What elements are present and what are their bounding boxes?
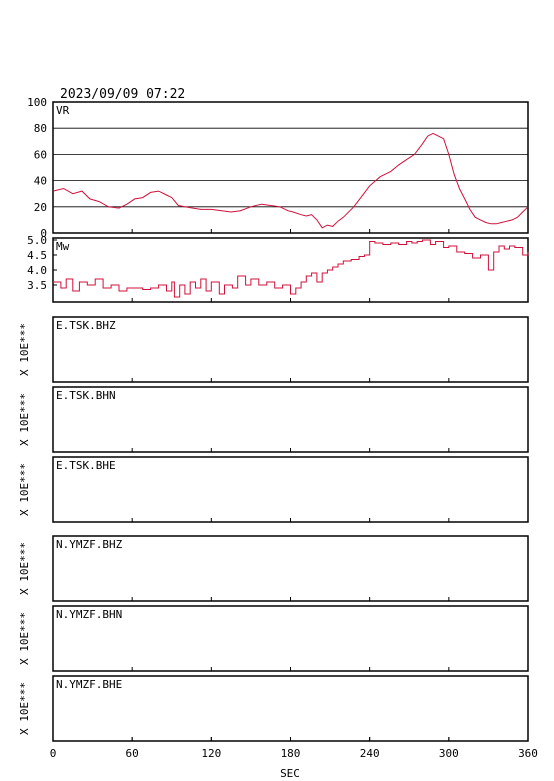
mw-y-tick-label: 3.5 xyxy=(27,279,47,292)
channel-panel: N.YMZF.BHZ X 10E*** xyxy=(18,535,529,602)
x-tick-label: 180 xyxy=(281,747,301,760)
channel-panel: E.TSK.BHZ X 10E*** xyxy=(18,316,529,383)
channel-frame xyxy=(52,535,529,602)
vr-y-tick-label: 20 xyxy=(34,201,47,214)
channel-frame xyxy=(52,605,529,672)
vr-y-tick-label: 100 xyxy=(27,96,47,109)
vr-panel: VR 0 20 40 60 80 100 xyxy=(27,96,529,240)
vr-panel-label: VR xyxy=(56,104,70,117)
x-axis-label: SEC xyxy=(280,767,300,780)
channel-scale-label: X 10E*** xyxy=(18,682,31,735)
mw-panel: Mw 3.5 4.0 4.5 5.0 xyxy=(27,234,529,303)
channel-frame xyxy=(52,456,529,523)
channel-scale-label: X 10E*** xyxy=(18,463,31,516)
vr-y-tick-label: 80 xyxy=(34,122,47,135)
figure-title: 2023/09/09 07:22 xyxy=(60,87,185,102)
channel-scale-label: X 10E*** xyxy=(18,612,31,665)
mw-series-line xyxy=(53,239,529,298)
channel-scale-label: X 10E*** xyxy=(18,323,31,376)
channel-panel: E.TSK.BHN X 10E*** xyxy=(18,386,529,453)
channel-scale-label: X 10E*** xyxy=(18,542,31,595)
vr-frame xyxy=(52,101,529,234)
channel-scale-label: X 10E*** xyxy=(18,393,31,446)
vr-y-tick-label: 40 xyxy=(34,175,47,188)
mw-y-tick-label: 4.0 xyxy=(27,264,47,277)
channel-panel: N.YMZF.BHN X 10E*** xyxy=(18,605,529,672)
x-axis: 0 60 120 180 240 300 360 xyxy=(50,229,538,760)
x-tick-label: 300 xyxy=(439,747,459,760)
mw-y-tick-label: 5.0 xyxy=(27,234,47,247)
channel-label: E.TSK.BHZ xyxy=(56,319,116,332)
channel-panel: N.YMZF.BHE X 10E*** xyxy=(18,675,529,742)
channel-label: E.TSK.BHE xyxy=(56,459,116,472)
vr-series-line xyxy=(52,132,529,229)
x-tick-label: 120 xyxy=(201,747,221,760)
channel-frame xyxy=(52,675,529,742)
channel-frame xyxy=(52,316,529,383)
vr-y-tick-label: 60 xyxy=(34,148,47,161)
channel-label: N.YMZF.BHZ xyxy=(56,538,123,551)
x-tick-label: 360 xyxy=(518,747,538,760)
x-tick-label: 240 xyxy=(360,747,380,760)
channel-frame xyxy=(52,386,529,453)
mw-y-tick-label: 4.5 xyxy=(27,249,47,262)
channel-panel: E.TSK.BHE X 10E*** xyxy=(18,456,529,523)
vr-y-tick-label: 0 xyxy=(40,227,47,240)
channel-label: N.YMZF.BHN xyxy=(56,608,122,621)
x-tick-label: 60 xyxy=(126,747,139,760)
channel-label: N.YMZF.BHE xyxy=(56,678,122,691)
mw-panel-label: Mw xyxy=(56,240,70,253)
x-tick-label: 0 xyxy=(50,747,57,760)
channel-label: E.TSK.BHN xyxy=(56,389,116,402)
